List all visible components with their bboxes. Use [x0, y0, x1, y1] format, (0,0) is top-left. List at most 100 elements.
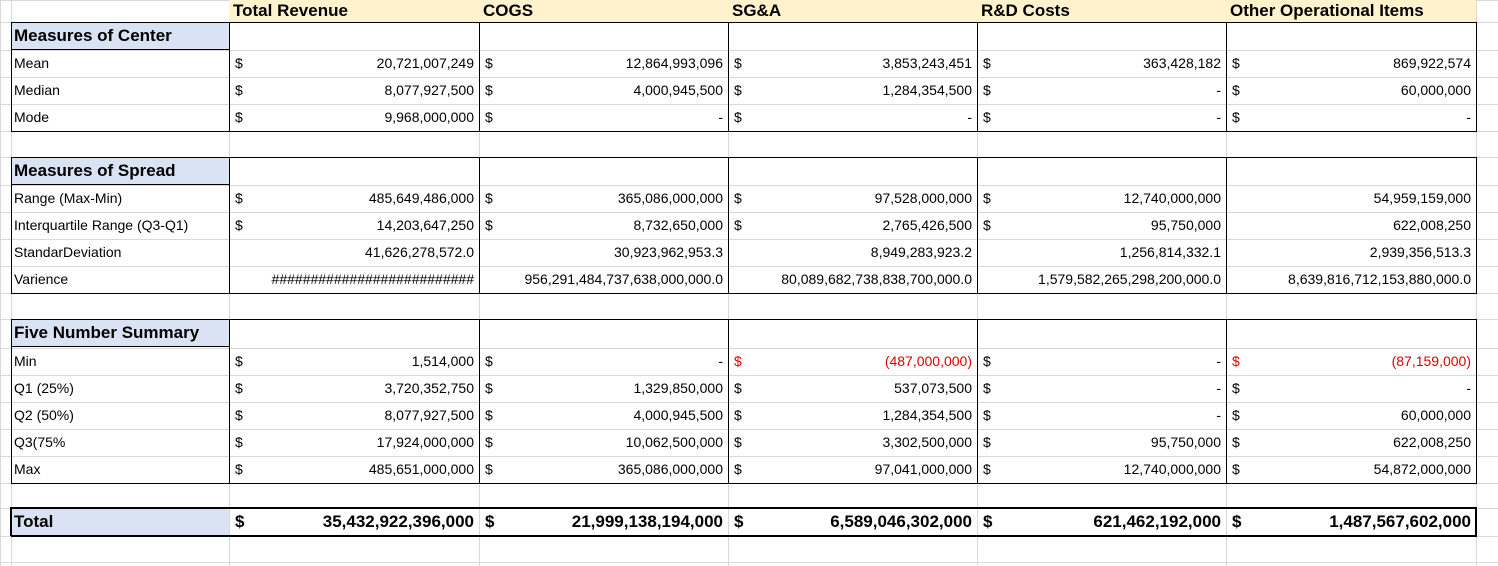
- value-cell[interactable]: 1,579,582,265,298,200,000.0: [1038, 271, 1221, 287]
- value-cell[interactable]: 12,740,000,000: [1123, 190, 1221, 206]
- value-cell[interactable]: 21,999,138,194,000: [571, 512, 723, 531]
- value-cell[interactable]: 8,949,283,923.2: [870, 244, 972, 260]
- value-cell[interactable]: 30,923,962,953.3: [614, 244, 723, 260]
- value-cell[interactable]: 2,765,426,500: [882, 217, 972, 233]
- value-cell[interactable]: -: [1216, 380, 1221, 396]
- value-cell[interactable]: 365,086,000,000: [617, 461, 723, 477]
- value-cell[interactable]: -: [1216, 353, 1221, 369]
- section-title[interactable]: Five Number Summary: [11, 319, 229, 346]
- row-label[interactable]: Range (Max-Min): [14, 190, 123, 206]
- value-cell[interactable]: -: [718, 353, 723, 369]
- value-cell[interactable]: 1,487,567,602,000: [1329, 512, 1471, 531]
- value-cell[interactable]: 54,872,000,000: [1373, 461, 1471, 477]
- column-header[interactable]: COGS: [479, 0, 728, 22]
- row-label[interactable]: Q3(75%: [14, 434, 66, 450]
- value-cell[interactable]: 12,740,000,000: [1123, 461, 1221, 477]
- row-label[interactable]: Q2 (50%): [14, 407, 74, 423]
- value-cell[interactable]: 35,432,922,396,000: [322, 512, 474, 531]
- row-label[interactable]: Mean: [14, 55, 50, 71]
- total-border: [1475, 507, 1477, 536]
- value-cell[interactable]: 3,302,500,000: [882, 434, 972, 450]
- gridline: [0, 0, 1, 566]
- value-cell[interactable]: 20,721,007,249: [376, 55, 474, 71]
- value-cell[interactable]: 97,041,000,000: [874, 461, 972, 477]
- value-cell[interactable]: -: [1216, 109, 1221, 125]
- value-cell[interactable]: 1,329,850,000: [633, 380, 723, 396]
- column-header[interactable]: SG&A: [728, 0, 977, 22]
- cell-border: [1226, 157, 1227, 294]
- value-cell[interactable]: 60,000,000: [1400, 82, 1471, 98]
- value-cell[interactable]: 8,077,927,500: [384, 407, 474, 423]
- value-cell[interactable]: 622,008,250: [1393, 217, 1471, 233]
- value-cell[interactable]: 365,086,000,000: [617, 190, 723, 206]
- column-header[interactable]: Other Operational Items: [1226, 0, 1476, 22]
- value-cell[interactable]: 10,062,500,000: [625, 434, 723, 450]
- value-cell[interactable]: 97,528,000,000: [874, 190, 972, 206]
- value-cell[interactable]: 1,514,000: [411, 353, 474, 369]
- value-cell[interactable]: 17,924,000,000: [376, 434, 474, 450]
- currency-symbol: $: [734, 353, 742, 369]
- value-cell[interactable]: 54,959,159,000: [1373, 190, 1471, 206]
- row-label[interactable]: Interquartile Range (Q3-Q1): [14, 217, 189, 233]
- value-cell[interactable]: -: [1216, 82, 1221, 98]
- value-cell[interactable]: ##########################: [271, 271, 474, 287]
- value-cell[interactable]: 95,750,000: [1150, 217, 1221, 233]
- value-cell[interactable]: 8,639,816,712,153,880,000.0: [1288, 271, 1471, 287]
- value-cell[interactable]: -: [1466, 380, 1471, 396]
- value-cell[interactable]: 956,291,484,737,638,000,000.0: [524, 271, 723, 287]
- value-cell[interactable]: 9,968,000,000: [384, 109, 474, 125]
- value-cell[interactable]: 8,732,650,000: [633, 217, 723, 233]
- row-label[interactable]: Median: [14, 82, 60, 98]
- gridline: [0, 239, 1498, 240]
- value-cell[interactable]: 60,000,000: [1400, 407, 1471, 423]
- section-title[interactable]: Measures of Spread: [11, 157, 229, 184]
- value-cell[interactable]: 1,256,814,332.1: [1119, 244, 1221, 260]
- value-cell[interactable]: 537,073,500: [894, 380, 972, 396]
- value-cell[interactable]: -: [967, 109, 972, 125]
- value-cell[interactable]: 869,922,574: [1393, 55, 1471, 71]
- value-cell[interactable]: 4,000,945,500: [633, 82, 723, 98]
- value-cell[interactable]: 95,750,000: [1150, 434, 1221, 450]
- gridline: [0, 348, 1498, 349]
- value-cell[interactable]: 3,720,352,750: [384, 380, 474, 396]
- value-cell[interactable]: 2,939,356,513.3: [1369, 244, 1471, 260]
- value-cell[interactable]: -: [1466, 109, 1471, 125]
- total-label[interactable]: Total: [11, 508, 229, 536]
- value-cell[interactable]: 485,649,486,000: [368, 190, 474, 206]
- currency-symbol: $: [235, 380, 243, 396]
- value-cell[interactable]: (487,000,000): [884, 353, 972, 369]
- row-label[interactable]: Min: [14, 353, 37, 369]
- value-cell[interactable]: 6,589,046,302,000: [830, 512, 972, 531]
- row-label[interactable]: Mode: [14, 109, 50, 125]
- gridline: [0, 266, 1498, 267]
- value-cell[interactable]: 4,000,945,500: [633, 407, 723, 423]
- column-header[interactable]: Total Revenue: [229, 0, 479, 22]
- cell-border: [479, 157, 480, 294]
- value-cell[interactable]: (87,159,000): [1391, 353, 1471, 369]
- value-cell[interactable]: 622,008,250: [1393, 434, 1471, 450]
- value-cell[interactable]: 12,864,993,096: [625, 55, 723, 71]
- currency-symbol: $: [983, 190, 991, 206]
- value-cell[interactable]: 621,462,192,000: [1093, 512, 1221, 531]
- value-cell[interactable]: -: [1216, 407, 1221, 423]
- value-cell[interactable]: 3,853,243,451: [882, 55, 972, 71]
- row-label[interactable]: Varience: [14, 271, 69, 287]
- gridline: [0, 77, 1498, 78]
- cell-border: [11, 131, 1477, 132]
- column-header[interactable]: R&D Costs: [977, 0, 1226, 22]
- value-cell[interactable]: 41,626,278,572.0: [365, 244, 474, 260]
- value-cell[interactable]: 1,284,354,500: [882, 407, 972, 423]
- value-cell[interactable]: 363,428,182: [1143, 55, 1221, 71]
- row-label[interactable]: Q1 (25%): [14, 380, 74, 396]
- cell-border: [229, 319, 230, 484]
- value-cell[interactable]: -: [718, 109, 723, 125]
- section-title[interactable]: Measures of Center: [11, 22, 229, 49]
- value-cell[interactable]: 1,284,354,500: [882, 82, 972, 98]
- value-cell[interactable]: 8,077,927,500: [384, 82, 474, 98]
- row-label[interactable]: StandarDeviation: [14, 244, 122, 260]
- value-cell[interactable]: 80,089,682,738,838,700,000.0: [781, 271, 972, 287]
- value-cell[interactable]: 14,203,647,250: [376, 217, 474, 233]
- value-cell[interactable]: 485,651,000,000: [368, 461, 474, 477]
- row-label[interactable]: Max: [14, 461, 41, 477]
- currency-symbol: $: [235, 55, 243, 71]
